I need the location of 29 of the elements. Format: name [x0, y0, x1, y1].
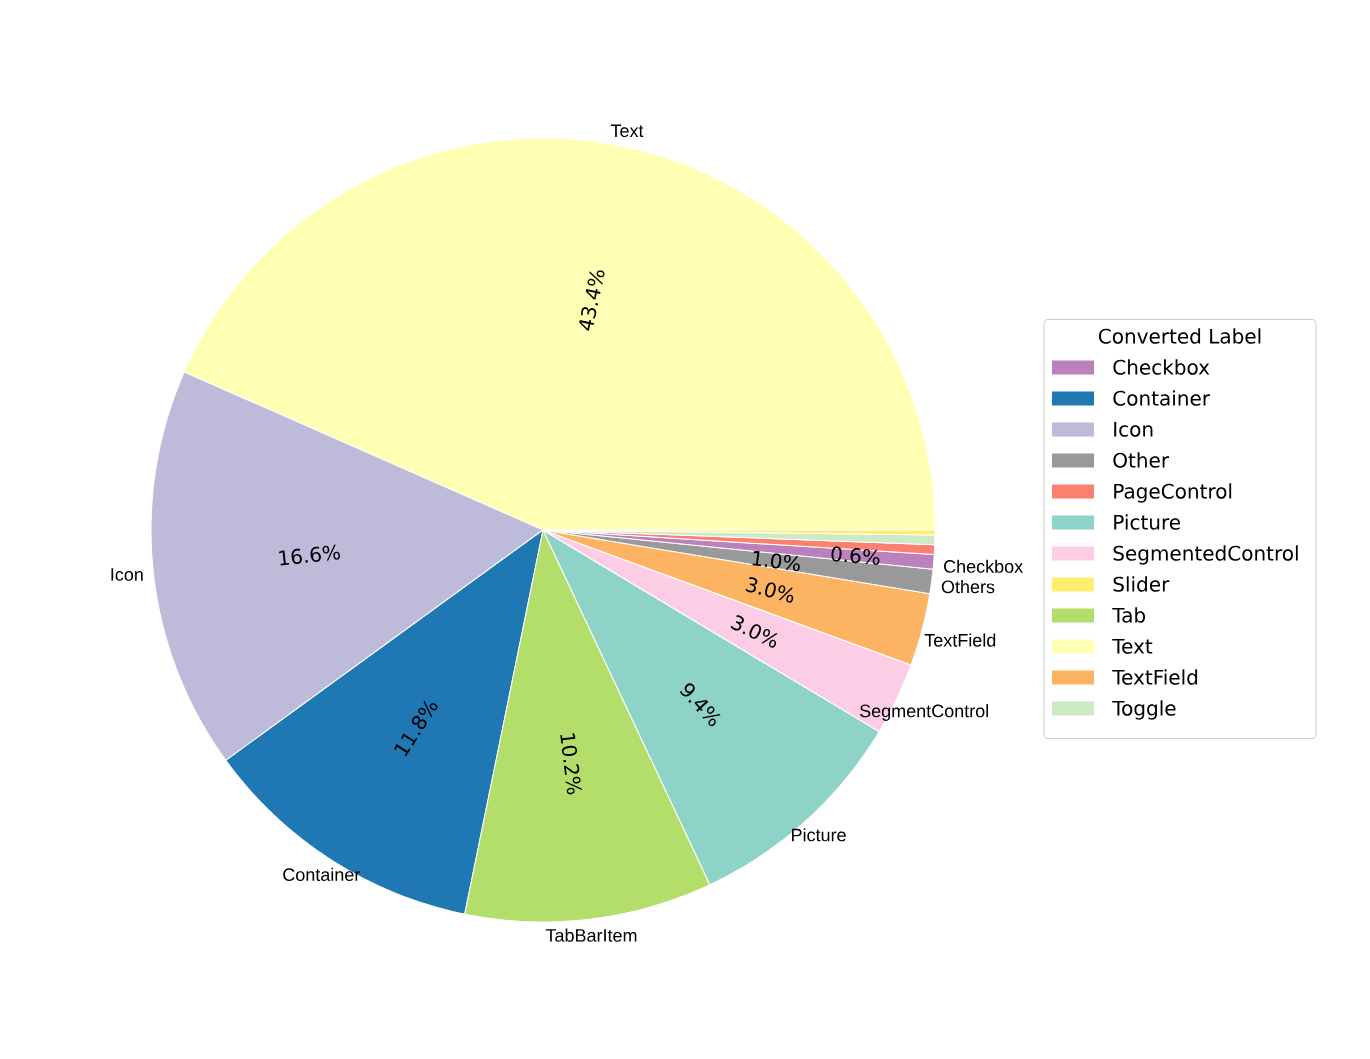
- data-label: 16.6%: [279, 544, 341, 566]
- text: Checkbox: [944, 559, 1023, 573]
- legend-label: Checkbox: [1113, 359, 1210, 375]
- data-label: 10.2%: [560, 733, 582, 795]
- text: TextField: [924, 633, 996, 647]
- data-label: 3.0%: [730, 615, 778, 648]
- data-label: 1.0%: [752, 551, 800, 572]
- text: Container: [283, 867, 361, 882]
- legend-label: Other: [1113, 452, 1170, 468]
- data-label: 43.4%: [579, 270, 605, 331]
- legend-label: Text: [1112, 638, 1153, 654]
- text: TabBarItem: [545, 928, 637, 942]
- legend-label: PageControl: [1114, 483, 1232, 503]
- text: Others: [941, 579, 995, 594]
- legend-label: SegmentedControl: [1113, 545, 1298, 565]
- legend-label: Icon: [1114, 421, 1153, 437]
- legend-label: Slider: [1113, 576, 1170, 592]
- text: Text: [610, 124, 644, 138]
- data-label: 3.0%: [745, 577, 794, 603]
- legend-label: Container: [1113, 390, 1211, 406]
- text: Icon: [111, 568, 143, 581]
- legend-label: TextField: [1112, 669, 1198, 685]
- data-label: 0.6%: [831, 546, 880, 565]
- legend-label: Picture: [1114, 514, 1181, 530]
- text: SegmentControl: [859, 704, 989, 721]
- legend-label: Toggle: [1112, 700, 1176, 720]
- legend-label: Tab: [1112, 607, 1146, 623]
- text: Picture: [792, 828, 846, 842]
- legend-title: Converted Label: [1098, 328, 1261, 344]
